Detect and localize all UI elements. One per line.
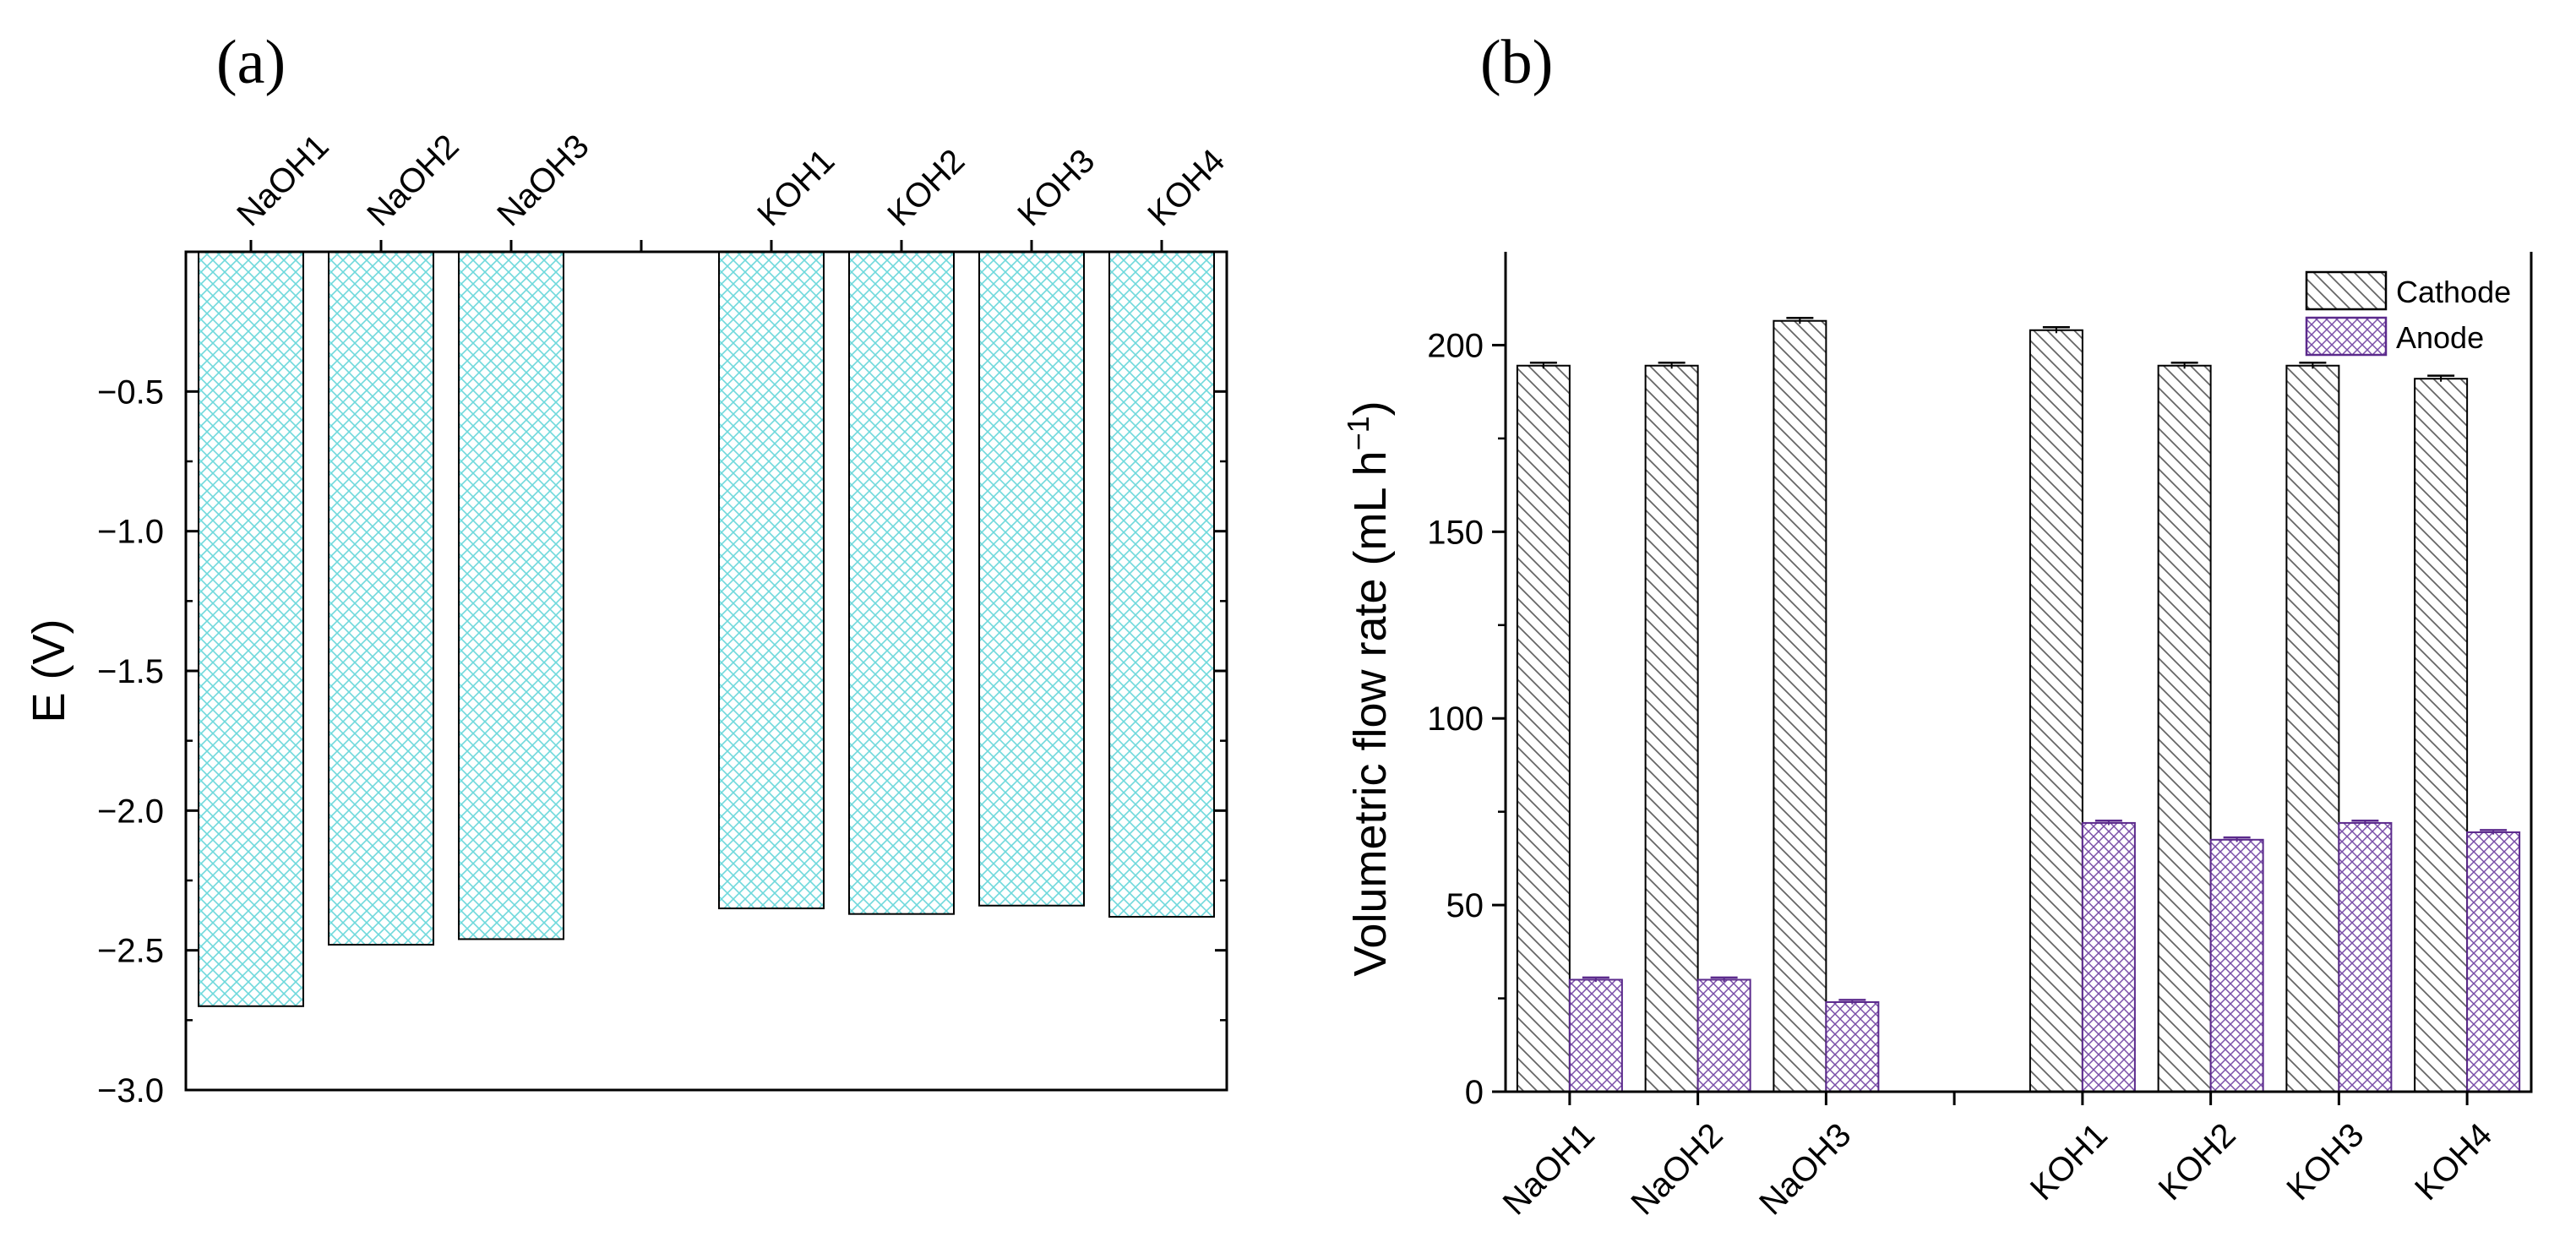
- bar-koh4: [1108, 251, 1215, 918]
- y-tick-label: −1.5: [97, 653, 164, 690]
- y-tick-label: 0: [1465, 1074, 1484, 1111]
- x-tick-label: NaOH2: [360, 128, 466, 233]
- bar-naoh1: [198, 251, 304, 1007]
- panel-b-label: (b): [1480, 28, 1553, 97]
- bar-cathode-naoh2: [1644, 364, 1699, 1093]
- bar-naoh3: [458, 251, 564, 940]
- x-tick-label: NaOH1: [230, 128, 335, 233]
- bar-anode-koh1: [2081, 821, 2136, 1093]
- bar-naoh2: [328, 251, 434, 946]
- panel-b-chart: (b) 0 50 100 150 200 NaOH1 NaOH2 NaOH3 KOH1 KOH2…: [1341, 28, 2533, 1222]
- y-tick-label: −0.5: [97, 373, 164, 411]
- x-tick-label: KOH1: [2023, 1116, 2115, 1207]
- panel-a-frame: [184, 250, 1228, 1092]
- bar-cathode-naoh1: [1516, 364, 1571, 1093]
- y-tick-label: −3.0: [97, 1072, 164, 1109]
- panel-b-y-axis-label: Volumetric flow rate (mL h−1): [1341, 401, 1396, 976]
- y-tick-label: 200: [1427, 327, 1484, 364]
- bar-anode-koh2: [2209, 838, 2264, 1093]
- bar-koh3: [978, 251, 1085, 907]
- x-tick-label: KOH4: [2408, 1116, 2499, 1207]
- x-tick-label: KOH1: [750, 142, 841, 233]
- x-tick-label: KOH4: [1141, 142, 1232, 233]
- panel-a-label: (a): [216, 28, 286, 97]
- y-tick-label: 100: [1427, 700, 1484, 738]
- y-tick-label: −2.0: [97, 793, 164, 830]
- x-tick-label: KOH2: [880, 142, 972, 233]
- bar-anode-koh4: [2466, 831, 2521, 1093]
- x-tick-label: KOH3: [1010, 142, 1102, 233]
- legend-label-cathode: Cathode: [2396, 275, 2511, 309]
- bar-anode-naoh2: [1696, 978, 1751, 1093]
- x-tick-label: KOH3: [2279, 1116, 2371, 1207]
- y-tick-label: 50: [1446, 887, 1484, 924]
- x-tick-label: NaOH3: [1752, 1116, 1858, 1222]
- bar-cathode-koh4: [2414, 378, 2469, 1093]
- x-tick-label: KOH2: [2152, 1116, 2243, 1207]
- panel-a-y-axis-label: E (V): [24, 619, 74, 722]
- bar-anode-naoh3: [1825, 1000, 1880, 1093]
- panel-a-chart: (a) −3.0 −2.5 −2.0 −1.5 −1.0 −0.5 NaOH1 NaOH2 N…: [24, 28, 1232, 1109]
- panel-b-legend: Cathode Anode: [2305, 270, 2511, 357]
- bar-cathode-naoh3: [1773, 319, 1827, 1093]
- bar-cathode-koh3: [2285, 364, 2340, 1093]
- legend-swatch-anode: [2305, 316, 2388, 357]
- x-tick-label: NaOH2: [1624, 1116, 1729, 1222]
- y-tick-label: −2.5: [97, 933, 164, 970]
- bar-cathode-koh1: [2029, 329, 2083, 1093]
- y-tick-label: 150: [1427, 514, 1484, 551]
- bar-anode-koh3: [2338, 821, 2393, 1093]
- bar-cathode-koh2: [2157, 364, 2212, 1093]
- bar-koh1: [718, 251, 825, 910]
- bar-anode-naoh1: [1568, 978, 1623, 1093]
- bar-koh2: [848, 251, 955, 915]
- x-tick-label: NaOH1: [1496, 1116, 1602, 1222]
- x-tick-label: NaOH3: [490, 128, 596, 233]
- legend-label-anode: Anode: [2396, 320, 2484, 355]
- panel-b-frame: [1504, 252, 2533, 1093]
- legend-swatch-cathode: [2305, 270, 2388, 311]
- y-tick-label: −1.0: [97, 514, 164, 551]
